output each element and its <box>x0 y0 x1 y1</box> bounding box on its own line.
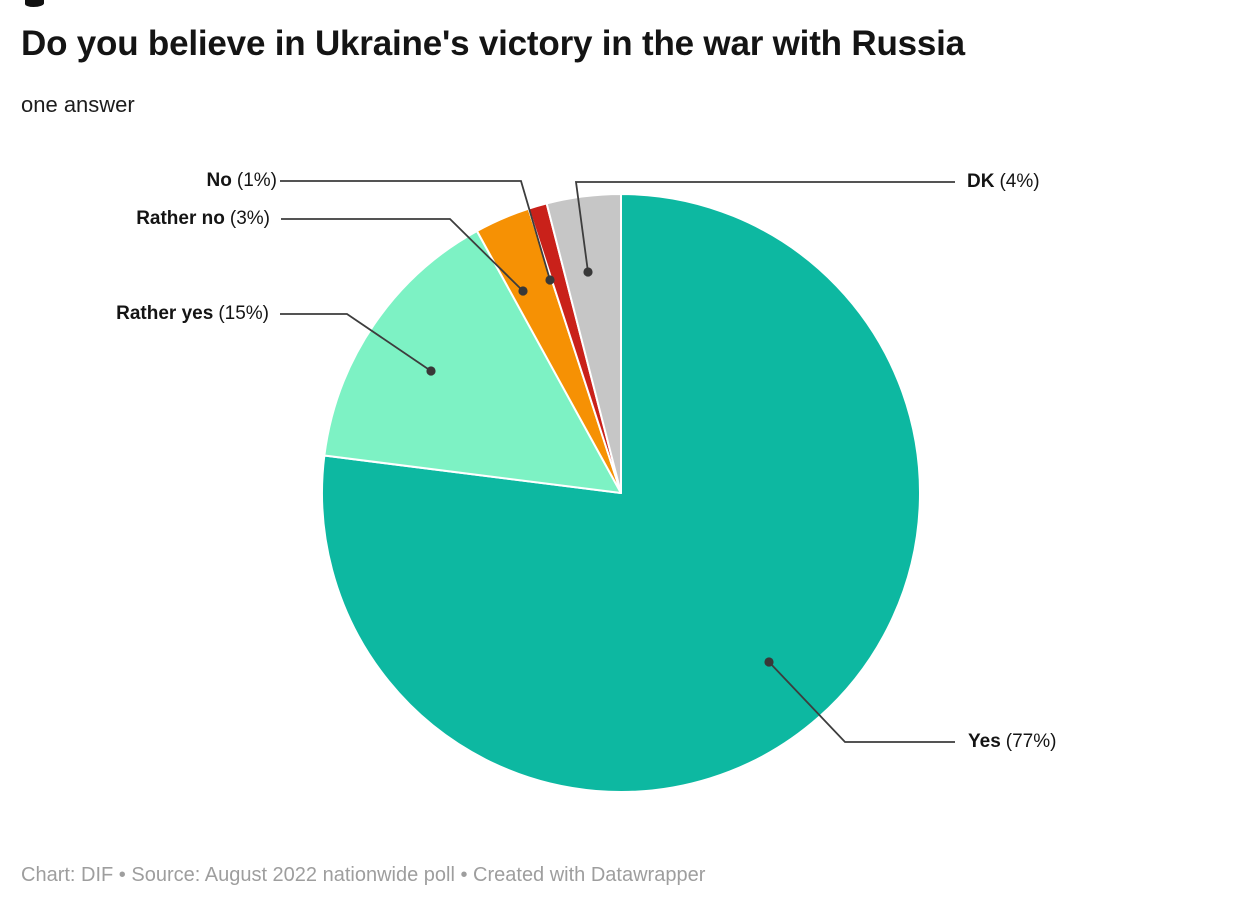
callout-value-dk: (4%) <box>999 171 1040 192</box>
callout-value-rather-no: (3%) <box>229 208 270 229</box>
page-subtitle: one answer <box>21 92 135 117</box>
callout-value-rather-yes: (15%) <box>218 303 269 324</box>
screen-edge-artifact <box>25 0 44 7</box>
callout-category-dk: DK <box>967 171 995 192</box>
callout-category-no: No <box>206 170 232 191</box>
leader-line-rather-no <box>281 218 524 292</box>
callout-label-yes: Yes (77%) <box>968 728 1056 756</box>
callout-label-rather-no: Rather no (3%) <box>0 205 270 233</box>
callout-label-dk: DK (4%) <box>967 168 1040 196</box>
callout-category-rather-no: Rather no <box>136 208 225 229</box>
leader-dot-no <box>545 275 555 285</box>
callout-category-yes: Yes <box>968 731 1001 752</box>
pie-slice-rather-yes[interactable] <box>323 229 622 494</box>
callout-value-no: (1%) <box>236 170 277 191</box>
leader-line-rather-yes <box>280 313 432 372</box>
callout-label-no: No (1%) <box>0 167 277 195</box>
callout-category-rather-yes: Rather yes <box>116 303 214 324</box>
callout-label-rather-yes: Rather yes (15%) <box>0 300 269 328</box>
leader-dot-dk <box>583 267 593 277</box>
leader-dot-yes <box>764 657 774 667</box>
leader-dot-rather-no <box>518 286 528 296</box>
callout-value-yes: (77%) <box>1005 731 1057 752</box>
leader-line-yes <box>768 661 955 743</box>
page-title: Do you believe in Ukraine's victory in t… <box>21 24 965 63</box>
chart-attribution: Chart: DIF • Source: August 2022 nationw… <box>21 864 706 886</box>
leader-line-no <box>280 180 551 281</box>
pie-slice-dk[interactable] <box>545 193 622 494</box>
leader-dot-rather-yes <box>426 366 436 376</box>
leader-line-dk <box>574 181 955 273</box>
